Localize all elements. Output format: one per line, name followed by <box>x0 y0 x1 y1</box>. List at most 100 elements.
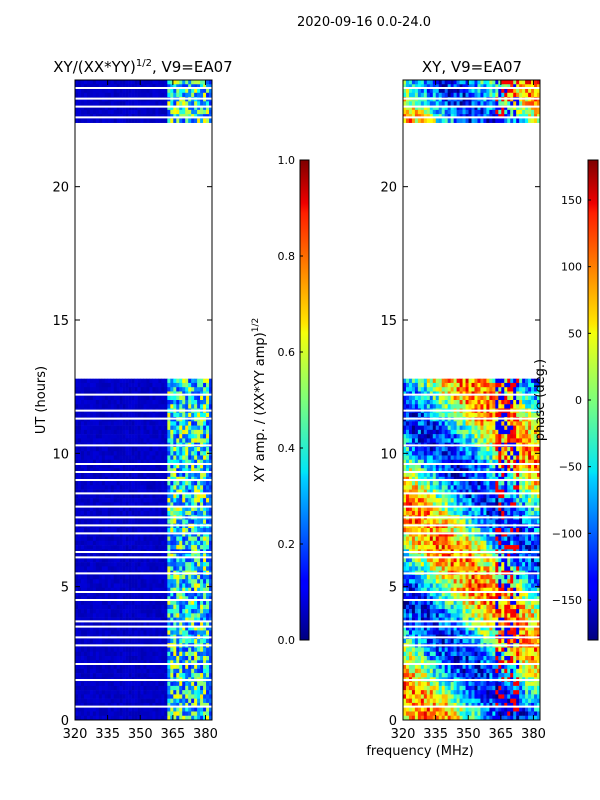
heatmap-cell <box>432 109 437 115</box>
heatmap-cell <box>155 425 159 431</box>
heatmap-cell <box>143 92 147 98</box>
heatmap-cell <box>456 118 460 123</box>
heatmap-cell <box>116 455 120 461</box>
heatmap-cell <box>197 455 201 461</box>
heatmap-cell <box>125 651 129 657</box>
heatmap-cell <box>182 609 186 614</box>
heatmap-cell <box>468 88 472 94</box>
heatmap-cell <box>92 472 97 478</box>
heatmap-cell <box>206 468 210 473</box>
heatmap-cell <box>122 502 126 507</box>
heatmap-cell <box>182 109 186 115</box>
heatmap-cell <box>176 510 180 516</box>
heatmap-cell <box>188 702 192 708</box>
heatmap-cell <box>155 519 159 525</box>
heatmap-cell <box>516 105 520 111</box>
heatmap-cell <box>152 707 156 712</box>
heatmap-cell <box>209 84 213 89</box>
heatmap-cell <box>501 387 505 392</box>
heatmap-cell <box>173 673 177 678</box>
heatmap-cell <box>191 387 195 392</box>
heatmap-cell <box>179 468 183 473</box>
heatmap-cell <box>137 715 141 721</box>
heatmap-cell <box>98 378 103 384</box>
heatmap-cell <box>131 630 135 635</box>
heatmap-cell <box>143 489 147 495</box>
heatmap-cell <box>116 493 120 499</box>
heatmap-cell <box>128 651 132 657</box>
heatmap-cell <box>131 651 135 657</box>
heatmap-cell <box>80 626 85 631</box>
heatmap-cell <box>176 702 180 708</box>
heatmap-cell <box>447 387 451 392</box>
heatmap-cell <box>77 685 82 691</box>
heatmap-cell <box>95 421 100 426</box>
heatmap-cell <box>185 592 189 597</box>
heatmap-cell <box>86 502 91 507</box>
heatmap-cell <box>185 84 189 89</box>
heatmap-cell <box>86 702 91 708</box>
heatmap-cell <box>110 656 115 661</box>
heatmap-cell <box>203 638 207 644</box>
x-tick-label: 350 <box>128 727 153 742</box>
heatmap-cell <box>119 630 123 635</box>
heatmap-cell <box>98 464 103 469</box>
heatmap-cell <box>176 690 180 695</box>
heatmap-cell <box>197 604 201 610</box>
heatmap-cell <box>480 378 484 384</box>
heatmap-cell <box>170 451 174 456</box>
heatmap-cell <box>432 92 437 98</box>
heatmap-cell <box>203 84 207 89</box>
heatmap-cell <box>137 387 141 392</box>
heatmap-cell <box>101 651 106 657</box>
heatmap-cell <box>197 579 201 584</box>
heatmap-cell <box>188 118 192 123</box>
heatmap-cell <box>197 673 201 678</box>
heatmap-cell <box>98 660 103 665</box>
heatmap-cell <box>206 519 210 525</box>
heatmap-cell <box>179 536 183 542</box>
heatmap-cell <box>188 651 192 657</box>
heatmap-cell <box>152 455 156 461</box>
heatmap-cell <box>155 92 159 98</box>
heatmap-cell <box>75 434 79 439</box>
heatmap-cell <box>95 472 100 478</box>
heatmap-cell <box>140 446 144 452</box>
heatmap-cell <box>176 698 180 704</box>
heatmap-cell <box>176 553 180 559</box>
heatmap-cell <box>164 412 168 418</box>
heatmap-cell <box>209 715 213 721</box>
heatmap-cell <box>89 557 94 563</box>
heatmap-cell <box>173 451 177 456</box>
heatmap-cell <box>131 609 135 614</box>
heatmap-cell <box>209 425 213 431</box>
heatmap-cell <box>167 540 171 546</box>
heatmap-cell <box>155 707 159 712</box>
heatmap-cell <box>146 519 150 525</box>
heatmap-cell <box>203 404 207 409</box>
heatmap-cell <box>107 664 112 670</box>
heatmap-cell <box>158 485 162 490</box>
heatmap-cell <box>164 600 168 606</box>
heatmap-cell <box>206 382 210 388</box>
heatmap-cell <box>188 604 192 610</box>
heatmap-cell <box>125 626 129 631</box>
heatmap-cell <box>203 651 207 657</box>
heatmap-cell <box>77 621 82 627</box>
heatmap-cell <box>438 109 443 115</box>
heatmap-cell <box>113 455 117 461</box>
heatmap-cell <box>170 459 174 465</box>
heatmap-cell <box>77 626 82 631</box>
heatmap-cell <box>98 105 103 111</box>
heatmap-cell <box>92 536 97 542</box>
heatmap-cell <box>456 387 460 392</box>
heatmap-cell <box>125 562 129 567</box>
heatmap-cell <box>83 493 88 499</box>
heatmap-cell <box>140 468 144 473</box>
heatmap-cell <box>167 545 171 550</box>
heatmap-cell <box>164 609 168 614</box>
heatmap-cell <box>107 536 112 542</box>
heatmap-cell <box>170 579 174 584</box>
heatmap-cell <box>152 468 156 473</box>
heatmap-cell <box>197 600 201 606</box>
